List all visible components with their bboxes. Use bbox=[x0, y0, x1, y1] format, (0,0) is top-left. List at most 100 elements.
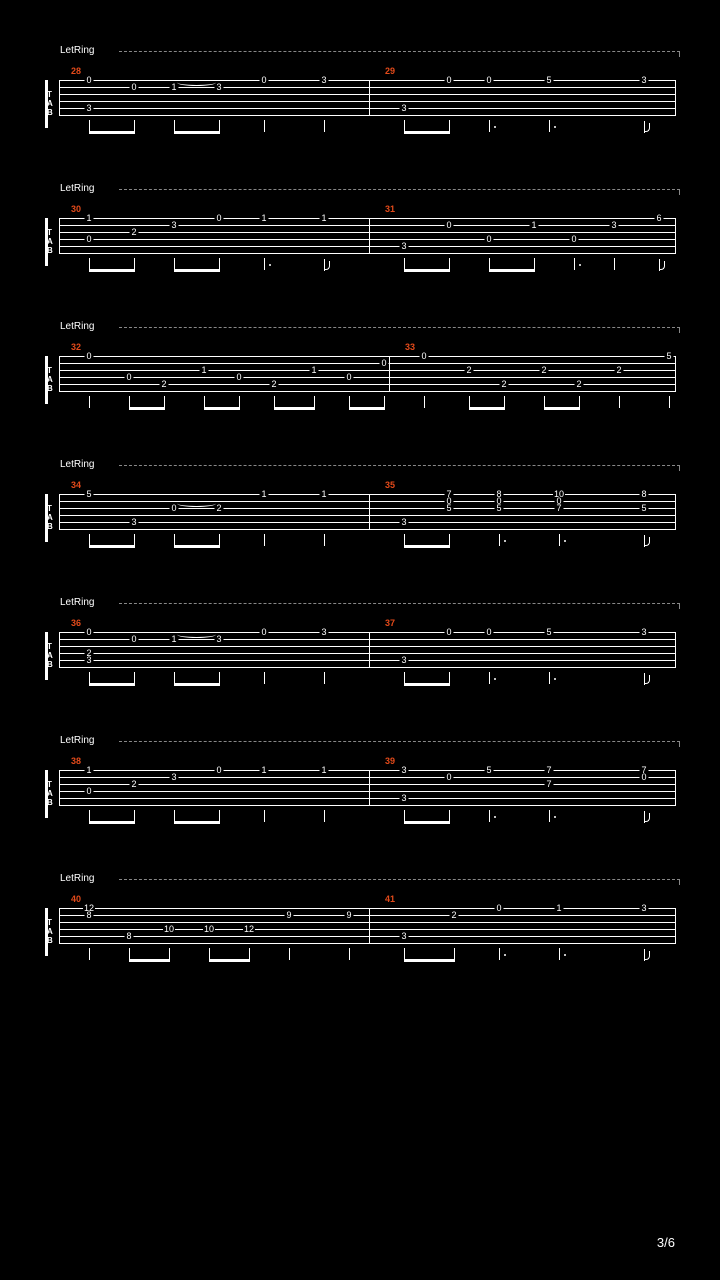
fret-number: 5 bbox=[665, 352, 674, 360]
letring-label: LetRing bbox=[60, 735, 675, 746]
fret-number: 10 bbox=[203, 925, 215, 933]
tab-system: LetRingTAB3810230113933057770 bbox=[45, 735, 675, 818]
fret-number: 5 bbox=[485, 766, 494, 774]
fret-number: 5 bbox=[640, 504, 649, 512]
fret-number: 3 bbox=[640, 628, 649, 636]
measure-number: 33 bbox=[405, 342, 415, 352]
fret-number: 0 bbox=[640, 773, 649, 781]
fret-number: 3 bbox=[400, 242, 409, 250]
fret-number: 3 bbox=[640, 904, 649, 912]
tab-clef: TAB bbox=[45, 908, 59, 944]
fret-number: 5 bbox=[495, 504, 504, 512]
fret-number: 1 bbox=[85, 766, 94, 774]
fret-number: 2 bbox=[130, 228, 139, 236]
fret-number: 0 bbox=[345, 373, 354, 381]
fret-number: 0 bbox=[495, 904, 504, 912]
fret-number: 1 bbox=[555, 904, 564, 912]
fret-number: 3 bbox=[85, 104, 94, 112]
fret-number: 0 bbox=[215, 766, 224, 774]
fret-number: 3 bbox=[400, 932, 409, 940]
fret-number: 5 bbox=[545, 76, 554, 84]
fret-number: 2 bbox=[615, 366, 624, 374]
page-number: 3/6 bbox=[657, 1235, 675, 1250]
fret-number: 1 bbox=[320, 766, 329, 774]
fret-number: 0 bbox=[215, 214, 224, 222]
tab-system: LetRingTAB301023011313001036 bbox=[45, 183, 675, 266]
fret-number: 2 bbox=[500, 380, 509, 388]
fret-number: 0 bbox=[260, 76, 269, 84]
systems-container: LetRingTAB2803013032930053LetRingTAB3010… bbox=[0, 0, 720, 956]
fret-number: 3 bbox=[215, 635, 224, 643]
fret-number: 0 bbox=[85, 787, 94, 795]
fret-number: 3 bbox=[400, 766, 409, 774]
staff: TAB32002102100330222225 bbox=[45, 344, 675, 404]
staff: TAB2803013032930053 bbox=[45, 68, 675, 128]
fret-number: 0 bbox=[570, 235, 579, 243]
fret-number: 1 bbox=[310, 366, 319, 374]
measure-number: 32 bbox=[71, 342, 81, 352]
letring-label: LetRing bbox=[60, 183, 675, 194]
fret-number: 3 bbox=[610, 221, 619, 229]
tie bbox=[177, 79, 216, 86]
fret-number: 1 bbox=[260, 490, 269, 498]
tab-page: LetRingTAB2803013032930053LetRingTAB3010… bbox=[0, 0, 720, 1280]
fret-number: 1 bbox=[85, 214, 94, 222]
measure-number: 34 bbox=[71, 480, 81, 490]
fret-number: 0 bbox=[235, 373, 244, 381]
measure-number: 36 bbox=[71, 618, 81, 628]
tab-clef: TAB bbox=[45, 770, 59, 806]
tie bbox=[177, 631, 216, 638]
fret-number: 0 bbox=[485, 628, 494, 636]
fret-number: 7 bbox=[545, 766, 554, 774]
fret-number: 2 bbox=[160, 380, 169, 388]
fret-number: 0 bbox=[420, 352, 429, 360]
fret-number: 3 bbox=[170, 221, 179, 229]
fret-number: 0 bbox=[445, 773, 454, 781]
fret-number: 1 bbox=[320, 214, 329, 222]
fret-number: 0 bbox=[85, 628, 94, 636]
staff: TAB34530211353705805100785 bbox=[45, 482, 675, 542]
measure-number: 40 bbox=[71, 894, 81, 904]
fret-number: 0 bbox=[380, 359, 389, 367]
fret-number: 7 bbox=[545, 780, 554, 788]
tab-system: LetRingTAB2803013032930053 bbox=[45, 45, 675, 128]
fret-number: 1 bbox=[320, 490, 329, 498]
fret-number: 3 bbox=[400, 794, 409, 802]
fret-number: 0 bbox=[260, 628, 269, 636]
fret-number: 3 bbox=[320, 76, 329, 84]
fret-number: 2 bbox=[465, 366, 474, 374]
fret-number: 1 bbox=[260, 766, 269, 774]
fret-number: 2 bbox=[130, 780, 139, 788]
tab-clef: TAB bbox=[45, 218, 59, 254]
fret-number: 0 bbox=[445, 221, 454, 229]
fret-number: 7 bbox=[555, 504, 564, 512]
letring-label: LetRing bbox=[60, 321, 675, 332]
fret-number: 0 bbox=[130, 635, 139, 643]
fret-number: 0 bbox=[85, 76, 94, 84]
tab-clef: TAB bbox=[45, 356, 59, 392]
fret-number: 2 bbox=[540, 366, 549, 374]
fret-number: 3 bbox=[400, 656, 409, 664]
fret-number: 5 bbox=[545, 628, 554, 636]
fret-number: 1 bbox=[260, 214, 269, 222]
measure-number: 39 bbox=[385, 756, 395, 766]
fret-number: 1 bbox=[170, 635, 179, 643]
letring-label: LetRing bbox=[60, 459, 675, 470]
fret-number: 12 bbox=[243, 925, 255, 933]
letring-label: LetRing bbox=[60, 597, 675, 608]
fret-number: 8 bbox=[640, 490, 649, 498]
fret-number: 5 bbox=[445, 504, 454, 512]
fret-number: 0 bbox=[445, 76, 454, 84]
fret-number: 0 bbox=[125, 373, 134, 381]
fret-number: 1 bbox=[170, 83, 179, 91]
tab-clef: TAB bbox=[45, 632, 59, 668]
fret-number: 3 bbox=[400, 104, 409, 112]
fret-number: 0 bbox=[445, 628, 454, 636]
fret-number: 2 bbox=[575, 380, 584, 388]
tab-system: LetRingTAB36023013033730053 bbox=[45, 597, 675, 680]
measure-number: 37 bbox=[385, 618, 395, 628]
fret-number: 8 bbox=[125, 932, 134, 940]
fret-number: 3 bbox=[215, 83, 224, 91]
fret-number: 2 bbox=[215, 504, 224, 512]
fret-number: 10 bbox=[163, 925, 175, 933]
